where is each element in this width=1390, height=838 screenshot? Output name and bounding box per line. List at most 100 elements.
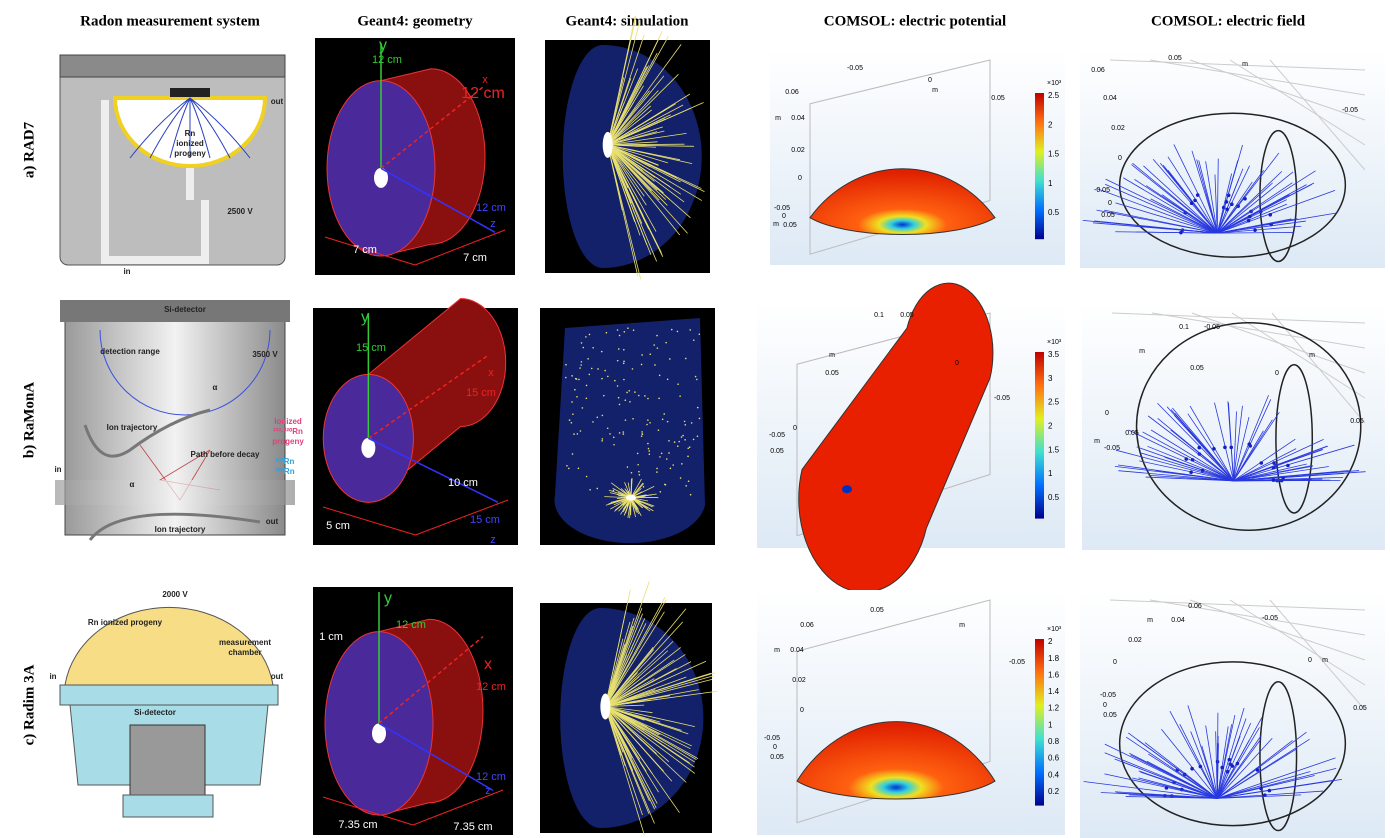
column-header: Geant4: simulation: [566, 13, 690, 29]
foot: [123, 795, 213, 817]
axis-label: 0.05: [1350, 418, 1364, 425]
particle: [607, 376, 609, 378]
particle: [699, 418, 701, 420]
particle: [679, 395, 681, 397]
particle: [597, 368, 599, 370]
axis-label: 0.02: [1111, 125, 1125, 132]
system-label: in: [123, 267, 130, 276]
detector-block: [130, 725, 205, 795]
axis-label: 0: [1103, 702, 1107, 709]
particle: [688, 480, 690, 482]
particle: [687, 456, 689, 458]
column-header: Radon measurement system: [80, 13, 260, 29]
particle: [592, 421, 594, 423]
geometry-label: 12 cm: [476, 771, 506, 783]
field-dot: [1253, 228, 1257, 232]
simulation-panel: [540, 581, 717, 834]
axis-label: 0.05: [1103, 712, 1117, 719]
potential-panel: ×10³21.81.61.41.210.80.60.40.20.050.06m0…: [757, 590, 1065, 835]
row-label: b) RaMonA: [21, 382, 37, 458]
particle: [654, 364, 656, 366]
axis-label: m: [773, 221, 779, 228]
geometry-label: 12 cm: [461, 85, 505, 102]
axis-label: 0: [1275, 370, 1279, 377]
particle: [580, 430, 582, 432]
field-dot: [1243, 197, 1247, 201]
particle: [632, 368, 634, 370]
particle: [601, 440, 603, 442]
axis-label: 0.02: [792, 677, 806, 684]
axis-label: m: [1139, 348, 1145, 355]
colorbar: [1035, 93, 1044, 239]
field-dot: [1268, 213, 1272, 217]
axis-label: 0.05: [783, 222, 797, 229]
particle: [685, 358, 687, 360]
field-dot: [1199, 765, 1203, 769]
particle: [626, 392, 628, 394]
axis-label: -0.05: [1100, 692, 1116, 699]
particle: [634, 391, 636, 393]
particle: [632, 418, 634, 420]
colorbar-tick: 1: [1048, 720, 1053, 729]
particle: [685, 485, 687, 487]
particle: [578, 379, 580, 381]
field-dot: [1286, 464, 1290, 468]
particle: [664, 484, 666, 486]
particle: [646, 424, 648, 426]
axis-label: 0.1: [874, 312, 884, 319]
geometry-label: 5 cm: [326, 520, 350, 532]
geometry-label: 1 cm: [319, 631, 343, 643]
particle: [648, 448, 650, 450]
particle: [625, 419, 627, 421]
particle: [641, 435, 643, 437]
geometry-label: 7 cm: [353, 244, 377, 256]
particle: [639, 474, 641, 476]
particle: [619, 404, 621, 406]
system-label: progeny: [174, 149, 206, 158]
particle: [649, 453, 651, 455]
axis-label: -0.05: [994, 395, 1010, 402]
particle: [689, 329, 691, 331]
axis-label: -0.05: [1342, 107, 1358, 114]
particle: [601, 378, 603, 380]
particle: [648, 450, 650, 452]
particle: [580, 364, 582, 366]
axis-label: -0.05: [764, 735, 780, 742]
background: [1082, 303, 1385, 550]
field-dot: [1197, 446, 1201, 450]
colorbar-tick: 1.5: [1048, 445, 1060, 454]
geometry-label: 7 cm: [463, 252, 487, 264]
particle: [589, 334, 591, 336]
field-dot: [1190, 201, 1194, 205]
hot-spot: [842, 485, 852, 493]
particle: [641, 431, 643, 433]
system-label: detection range: [100, 347, 160, 356]
particle: [572, 453, 574, 455]
geometry-label: y: [361, 309, 369, 326]
particle: [568, 468, 570, 470]
particle: [649, 422, 651, 424]
field-panel: 0.05m0.060.040.020-0.05-0.0500.05: [1080, 50, 1385, 268]
particle: [566, 465, 568, 467]
particle: [656, 335, 658, 337]
particle: [665, 342, 667, 344]
colorbar-tick: 2: [1048, 120, 1053, 129]
colorbar-tick: 0.6: [1048, 754, 1060, 763]
particle: [668, 440, 670, 442]
system-label: progeny: [272, 437, 304, 446]
particle: [576, 396, 578, 398]
particle: [627, 492, 629, 494]
base: [60, 685, 278, 705]
particle: [618, 397, 620, 399]
axis-label: -0.05: [769, 432, 785, 439]
geometry-label: 15 cm: [466, 387, 496, 399]
system-label: α: [213, 383, 218, 392]
axis-label: 0.02: [791, 147, 805, 154]
field-dot: [1248, 215, 1252, 219]
colorbar-tick: 0.5: [1048, 493, 1060, 502]
particle: [604, 370, 606, 372]
particle: [571, 422, 573, 424]
particle: [581, 342, 583, 344]
potential-panel: ×10³2.521.510.5-0.050m0.050.06m0.040.020…: [770, 50, 1065, 265]
particle: [690, 494, 692, 496]
